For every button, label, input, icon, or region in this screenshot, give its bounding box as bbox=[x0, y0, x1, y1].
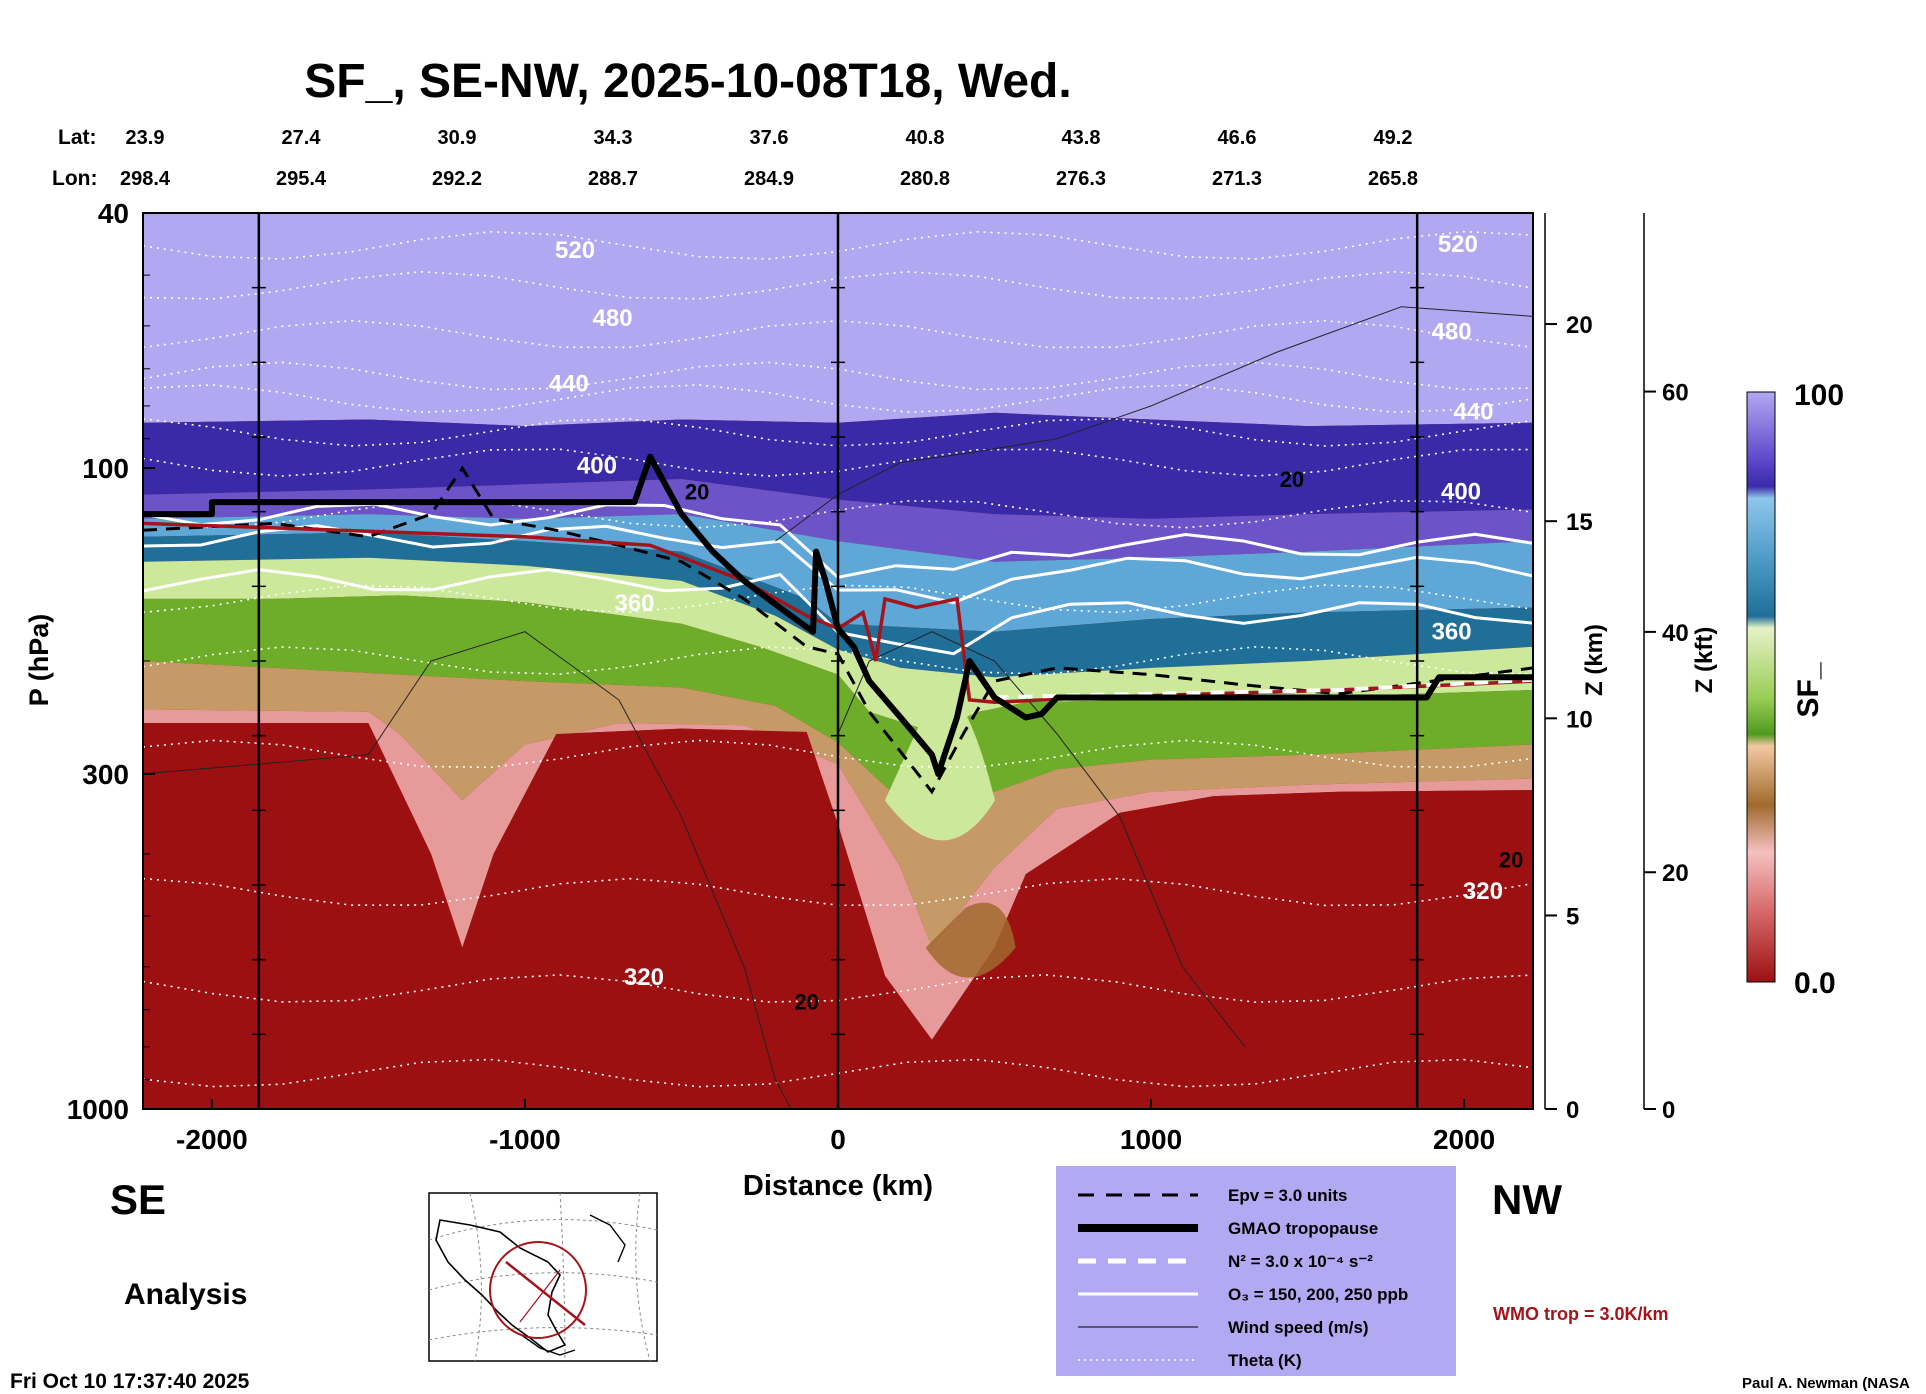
lon-label: Lon: bbox=[52, 167, 97, 190]
lon-value: 271.3 bbox=[1212, 168, 1262, 190]
lat-value: 34.3 bbox=[594, 127, 633, 149]
lat-value: 46.6 bbox=[1218, 127, 1257, 149]
z-tick-label: 0 bbox=[1566, 1097, 1579, 1124]
legend-item-epv: Epv = 3.0 units bbox=[1228, 1186, 1348, 1205]
z-tick-label: 20 bbox=[1566, 312, 1593, 339]
lat-value: 40.8 bbox=[906, 127, 945, 149]
lon-value: 265.8 bbox=[1368, 168, 1418, 190]
field-brown-patch bbox=[925, 902, 1016, 978]
lat-value: 49.2 bbox=[1374, 127, 1413, 149]
wind-speed-label: 20 bbox=[794, 990, 818, 1015]
lat-value: 23.9 bbox=[126, 127, 165, 149]
y-tick-label: 1000 bbox=[67, 1094, 129, 1125]
analysis-label: Analysis bbox=[124, 1278, 247, 1311]
lon-value: 284.9 bbox=[744, 168, 794, 190]
legend-box bbox=[1056, 1166, 1456, 1376]
kft-tick-label: 0 bbox=[1662, 1097, 1675, 1124]
colorbar-min-label: 0.0 bbox=[1794, 967, 1836, 1000]
gmao-tropopause-line bbox=[143, 453, 1533, 777]
contour-labels: 520 480 440 400 360 320 520 480 440 400 360 320 20 20… bbox=[549, 231, 1524, 1015]
theta-label: 480 bbox=[1432, 318, 1472, 345]
wind-speed-label: 20 bbox=[1499, 848, 1523, 873]
wind-speed-label: 20 bbox=[685, 480, 709, 505]
kft-tick-label: 60 bbox=[1662, 380, 1689, 407]
colorbar-max-label: 100 bbox=[1794, 379, 1844, 412]
wind-speed-label: 20 bbox=[1280, 467, 1304, 492]
legend-item-tropopause: GMAO tropopause bbox=[1228, 1219, 1378, 1238]
theta-label: 400 bbox=[1441, 479, 1481, 506]
theta-label: 360 bbox=[1432, 618, 1472, 645]
z-tick-label: 5 bbox=[1566, 903, 1579, 930]
z-km-axis: 0 5 10 15 20 bbox=[1544, 213, 1593, 1124]
lat-value: 37.6 bbox=[750, 127, 789, 149]
theta-label: 480 bbox=[593, 305, 633, 332]
wind-speed-contour bbox=[775, 306, 1533, 542]
lon-value: 288.7 bbox=[588, 168, 638, 190]
y-tick-label: 40 bbox=[98, 198, 129, 229]
inset-map bbox=[428, 1192, 658, 1362]
x-tick-label: -2000 bbox=[176, 1124, 248, 1155]
legend-item-theta: Theta (K) bbox=[1228, 1351, 1302, 1370]
z-kft-axis-label: Z (kft) bbox=[1691, 627, 1718, 694]
theta-label: 320 bbox=[1463, 878, 1503, 905]
lon-value: 295.4 bbox=[276, 168, 327, 190]
wmo-trop-label: WMO trop = 3.0K/km bbox=[1493, 1304, 1669, 1324]
lat-lon-labels: 23.9 298.4 27.4 295.4 30.9 292.2 34.3 288.7 37.6… bbox=[120, 127, 1418, 190]
theta-label: 400 bbox=[577, 453, 617, 480]
kft-tick-label: 20 bbox=[1662, 860, 1689, 887]
x-axis-label: Distance (km) bbox=[743, 1170, 933, 1202]
legend: Epv = 3.0 units GMAO tropopause N² = 3.0… bbox=[1056, 1166, 1456, 1376]
field-tan bbox=[143, 661, 1533, 948]
theta-label: 360 bbox=[614, 590, 654, 617]
field-pink bbox=[143, 709, 1533, 1040]
lon-value: 276.3 bbox=[1056, 168, 1106, 190]
colorbar bbox=[1746, 391, 1776, 983]
epv-contour bbox=[143, 465, 1533, 795]
lat-label: Lat: bbox=[58, 126, 97, 149]
z-kft-axis: 0 20 40 60 bbox=[1643, 213, 1689, 1124]
nw-label: NW bbox=[1492, 1176, 1562, 1223]
lat-value: 30.9 bbox=[438, 127, 477, 149]
theta-label: 520 bbox=[555, 237, 595, 264]
legend-item-n2: N² = 3.0 x 10⁻⁴ s⁻² bbox=[1228, 1252, 1373, 1271]
timestamp: Fri Oct 10 17:37:40 2025 bbox=[10, 1370, 250, 1393]
credit: Paul A. Newman (NASA bbox=[1742, 1375, 1910, 1392]
z-tick-label: 10 bbox=[1566, 706, 1593, 733]
lon-value: 298.4 bbox=[120, 168, 171, 190]
reference-vertical-lines bbox=[251, 213, 1425, 1109]
wind-speed-contour bbox=[143, 631, 792, 1109]
y-tick-label: 300 bbox=[82, 759, 129, 790]
y-axis: 40 100 300 1000 bbox=[67, 198, 155, 1125]
lat-value: 27.4 bbox=[282, 127, 322, 149]
legend-item-o3: O₃ = 150, 200, 250 ppb bbox=[1228, 1285, 1408, 1304]
theta-label: 520 bbox=[1438, 231, 1478, 258]
se-label: SE bbox=[110, 1176, 166, 1223]
theta-label: 440 bbox=[1453, 399, 1493, 426]
x-axis: -2000 -1000 0 1000 2000 bbox=[176, 1099, 1495, 1155]
lon-value: 292.2 bbox=[432, 168, 482, 190]
x-tick-label: 1000 bbox=[1120, 1124, 1182, 1155]
x-tick-label: 0 bbox=[830, 1124, 846, 1155]
y-tick-label: 100 bbox=[82, 453, 129, 484]
theta-label: 440 bbox=[549, 371, 589, 398]
z-km-axis-label: Z (km) bbox=[1581, 624, 1608, 696]
lat-value: 43.8 bbox=[1062, 127, 1101, 149]
lon-value: 280.8 bbox=[900, 168, 950, 190]
z-tick-label: 15 bbox=[1566, 509, 1593, 536]
field-light-green bbox=[143, 557, 1533, 732]
legend-item-wind: Wind speed (m/s) bbox=[1228, 1318, 1369, 1337]
theta-label: 320 bbox=[624, 964, 664, 991]
chart-title: SF_, SE-NW, 2025-10-08T18, Wed. bbox=[304, 55, 1071, 108]
field-teal bbox=[143, 532, 1533, 678]
x-tick-label: 2000 bbox=[1433, 1124, 1495, 1155]
x-tick-label: -1000 bbox=[489, 1124, 561, 1155]
kft-tick-label: 40 bbox=[1662, 620, 1689, 647]
y-axis-label: P (hPa) bbox=[24, 614, 54, 707]
colorbar-title: SF_ bbox=[1792, 662, 1825, 717]
